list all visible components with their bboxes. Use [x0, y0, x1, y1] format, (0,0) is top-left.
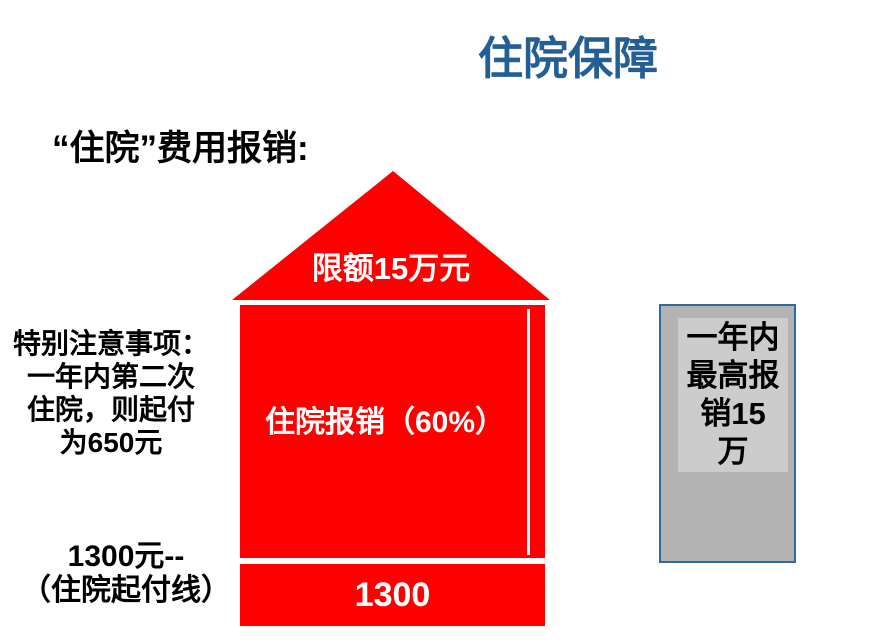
- roof-limit-label: 限额15万元: [311, 251, 471, 286]
- page-title: 住院保障: [477, 33, 658, 84]
- house-body-shape: 住院报销（60%）: [240, 305, 545, 558]
- deductible-bar: 1300: [240, 564, 545, 626]
- special-note: 特别注意事项： 一年内第二次 住院，则起付 为650元: [12, 328, 209, 458]
- deductible-note: 1300元-- （住院起付线）: [21, 540, 231, 607]
- subtitle: “住院”费用报销:: [52, 129, 309, 168]
- house-body-divider-line: [527, 309, 530, 555]
- house-roof-shape: 限额15万元: [232, 171, 550, 300]
- roof-triangle-icon: [232, 171, 550, 300]
- reimbursement-label: 住院报销（60%）: [264, 406, 506, 439]
- annual-max-label: 一年内 最高报 销15 万: [678, 318, 788, 472]
- deductible-amount-label: 1300: [354, 575, 431, 614]
- annual-max-box: 一年内 最高报 销15 万: [659, 304, 796, 563]
